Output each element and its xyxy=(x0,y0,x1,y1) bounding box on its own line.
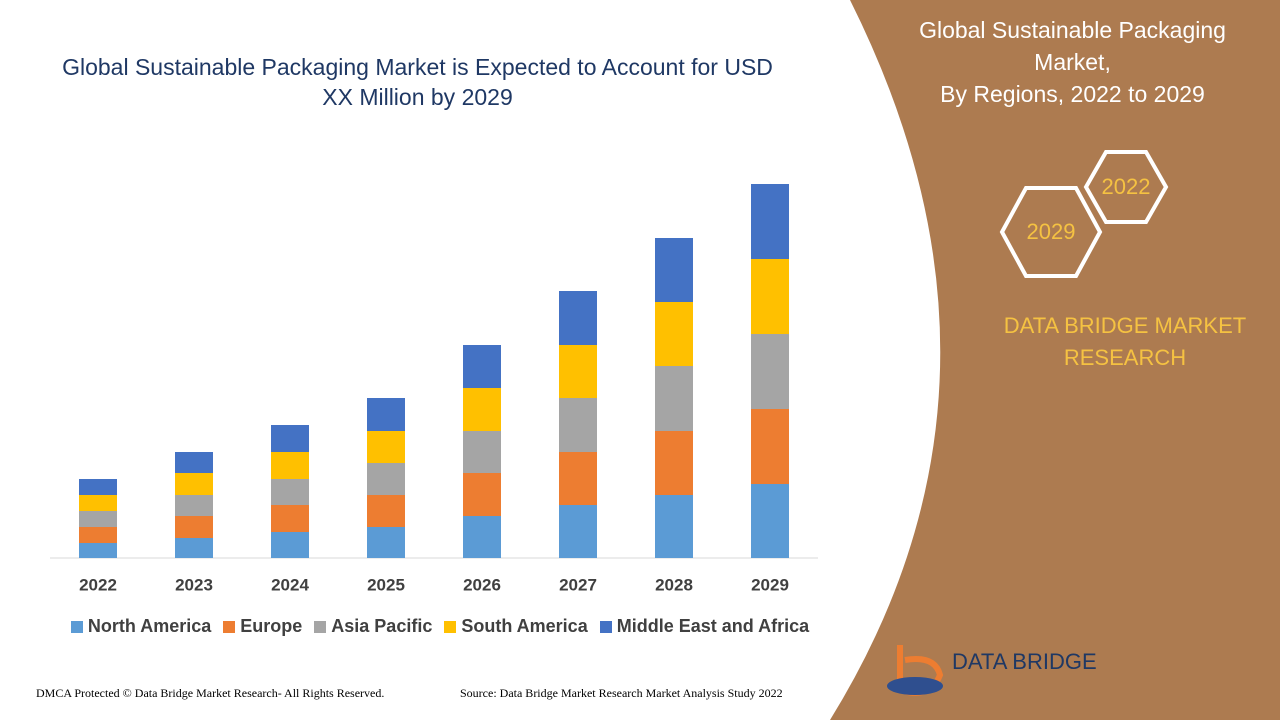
footer-source: Source: Data Bridge Market Research Mark… xyxy=(460,686,783,700)
x-tick-label: 2026 xyxy=(463,575,501,594)
side-title-line: Global Sustainable Packaging xyxy=(919,17,1226,43)
side-title: Global Sustainable Packaging Market, By … xyxy=(890,14,1255,110)
bar-segment xyxy=(655,366,693,431)
bar-segment xyxy=(271,452,309,479)
legend-label: Middle East and Africa xyxy=(616,616,810,636)
bar-segment xyxy=(463,473,501,516)
bar-segment xyxy=(559,291,597,345)
bar-segment xyxy=(175,473,213,495)
footer-dmca: DMCA Protected © Data Bridge Market Rese… xyxy=(36,686,385,700)
side-title-line: By Regions, 2022 to 2029 xyxy=(940,81,1205,107)
hex-label: 2029 xyxy=(1027,219,1076,244)
legend-item: Middle East and Africa xyxy=(599,616,810,637)
legend-item: South America xyxy=(444,616,588,637)
chart-title: Global Sustainable Packaging Market is E… xyxy=(62,54,773,110)
logo-text: DATA BRIDGE xyxy=(952,649,1097,674)
side-title-line: Market, xyxy=(1034,49,1111,75)
bar-segment xyxy=(463,516,501,558)
bar-segment xyxy=(367,527,405,558)
legend-swatch xyxy=(223,620,236,633)
bar-segment xyxy=(655,431,693,495)
x-tick-label: 2027 xyxy=(559,575,597,594)
legend-item: Europe xyxy=(223,616,302,637)
hex-label: 2022 xyxy=(1102,174,1151,199)
bar-segment xyxy=(559,345,597,398)
x-tick-label: 2024 xyxy=(271,575,309,594)
bar-segment xyxy=(79,479,117,495)
bar-segment xyxy=(271,505,309,532)
bar-segment xyxy=(271,425,309,452)
legend: North America Europe Asia Pacific South Ame… xyxy=(50,616,830,637)
bar-segment xyxy=(655,238,693,302)
bar-segment xyxy=(367,463,405,495)
bar-segment xyxy=(655,302,693,366)
legend-label: Asia Pacific xyxy=(331,616,433,636)
bar-segment xyxy=(559,505,597,558)
bar-segment xyxy=(175,516,213,538)
hexagon xyxy=(1083,150,1169,224)
bar-segment xyxy=(271,532,309,558)
x-tick-label: 2022 xyxy=(79,575,117,594)
x-tick-label: 2025 xyxy=(367,575,405,594)
bar-segment xyxy=(175,495,213,516)
bar-segment xyxy=(367,398,405,431)
bar-segment xyxy=(79,543,117,558)
legend-swatch xyxy=(70,620,83,633)
legend-swatch xyxy=(314,620,327,633)
x-tick-label: 2029 xyxy=(751,575,789,594)
side-panel-bg xyxy=(830,0,1280,720)
bar-segment xyxy=(559,398,597,452)
bar-segment xyxy=(463,345,501,388)
bar-segment xyxy=(463,431,501,473)
hexagon xyxy=(999,186,1103,278)
bar-segment xyxy=(79,495,117,511)
bar-segment xyxy=(751,409,789,484)
brand-line: RESEARCH xyxy=(1063,345,1187,370)
brand-line: DATA BRIDGE MARKET xyxy=(1003,313,1247,338)
legend-label: North America xyxy=(87,616,212,636)
x-tick-label: 2028 xyxy=(655,575,693,594)
bar-segment xyxy=(463,388,501,431)
legend-item: Asia Pacific xyxy=(314,616,432,637)
bar-segment xyxy=(271,479,309,505)
legend-swatch xyxy=(444,620,457,633)
legend-label: Europe xyxy=(240,616,303,636)
bar-segment xyxy=(79,527,117,543)
brand: DATA BRIDGE MARKET RESEARCH xyxy=(960,310,1280,374)
bar-segment xyxy=(751,484,789,558)
bar-segment xyxy=(559,452,597,505)
legend-swatch xyxy=(599,620,612,633)
bar-segment xyxy=(367,431,405,463)
legend-item: North America xyxy=(70,616,212,637)
legend-label: South America xyxy=(461,616,588,636)
bar-segment xyxy=(79,511,117,527)
bar-segment xyxy=(175,538,213,558)
bar-segment xyxy=(655,495,693,558)
logo-icon xyxy=(887,677,943,695)
x-tick-label: 2023 xyxy=(175,575,213,594)
bar-segment xyxy=(751,259,789,334)
bar-segment xyxy=(367,495,405,527)
bar-segment xyxy=(751,184,789,259)
bar-segment xyxy=(175,452,213,473)
bar-segment xyxy=(751,334,789,409)
